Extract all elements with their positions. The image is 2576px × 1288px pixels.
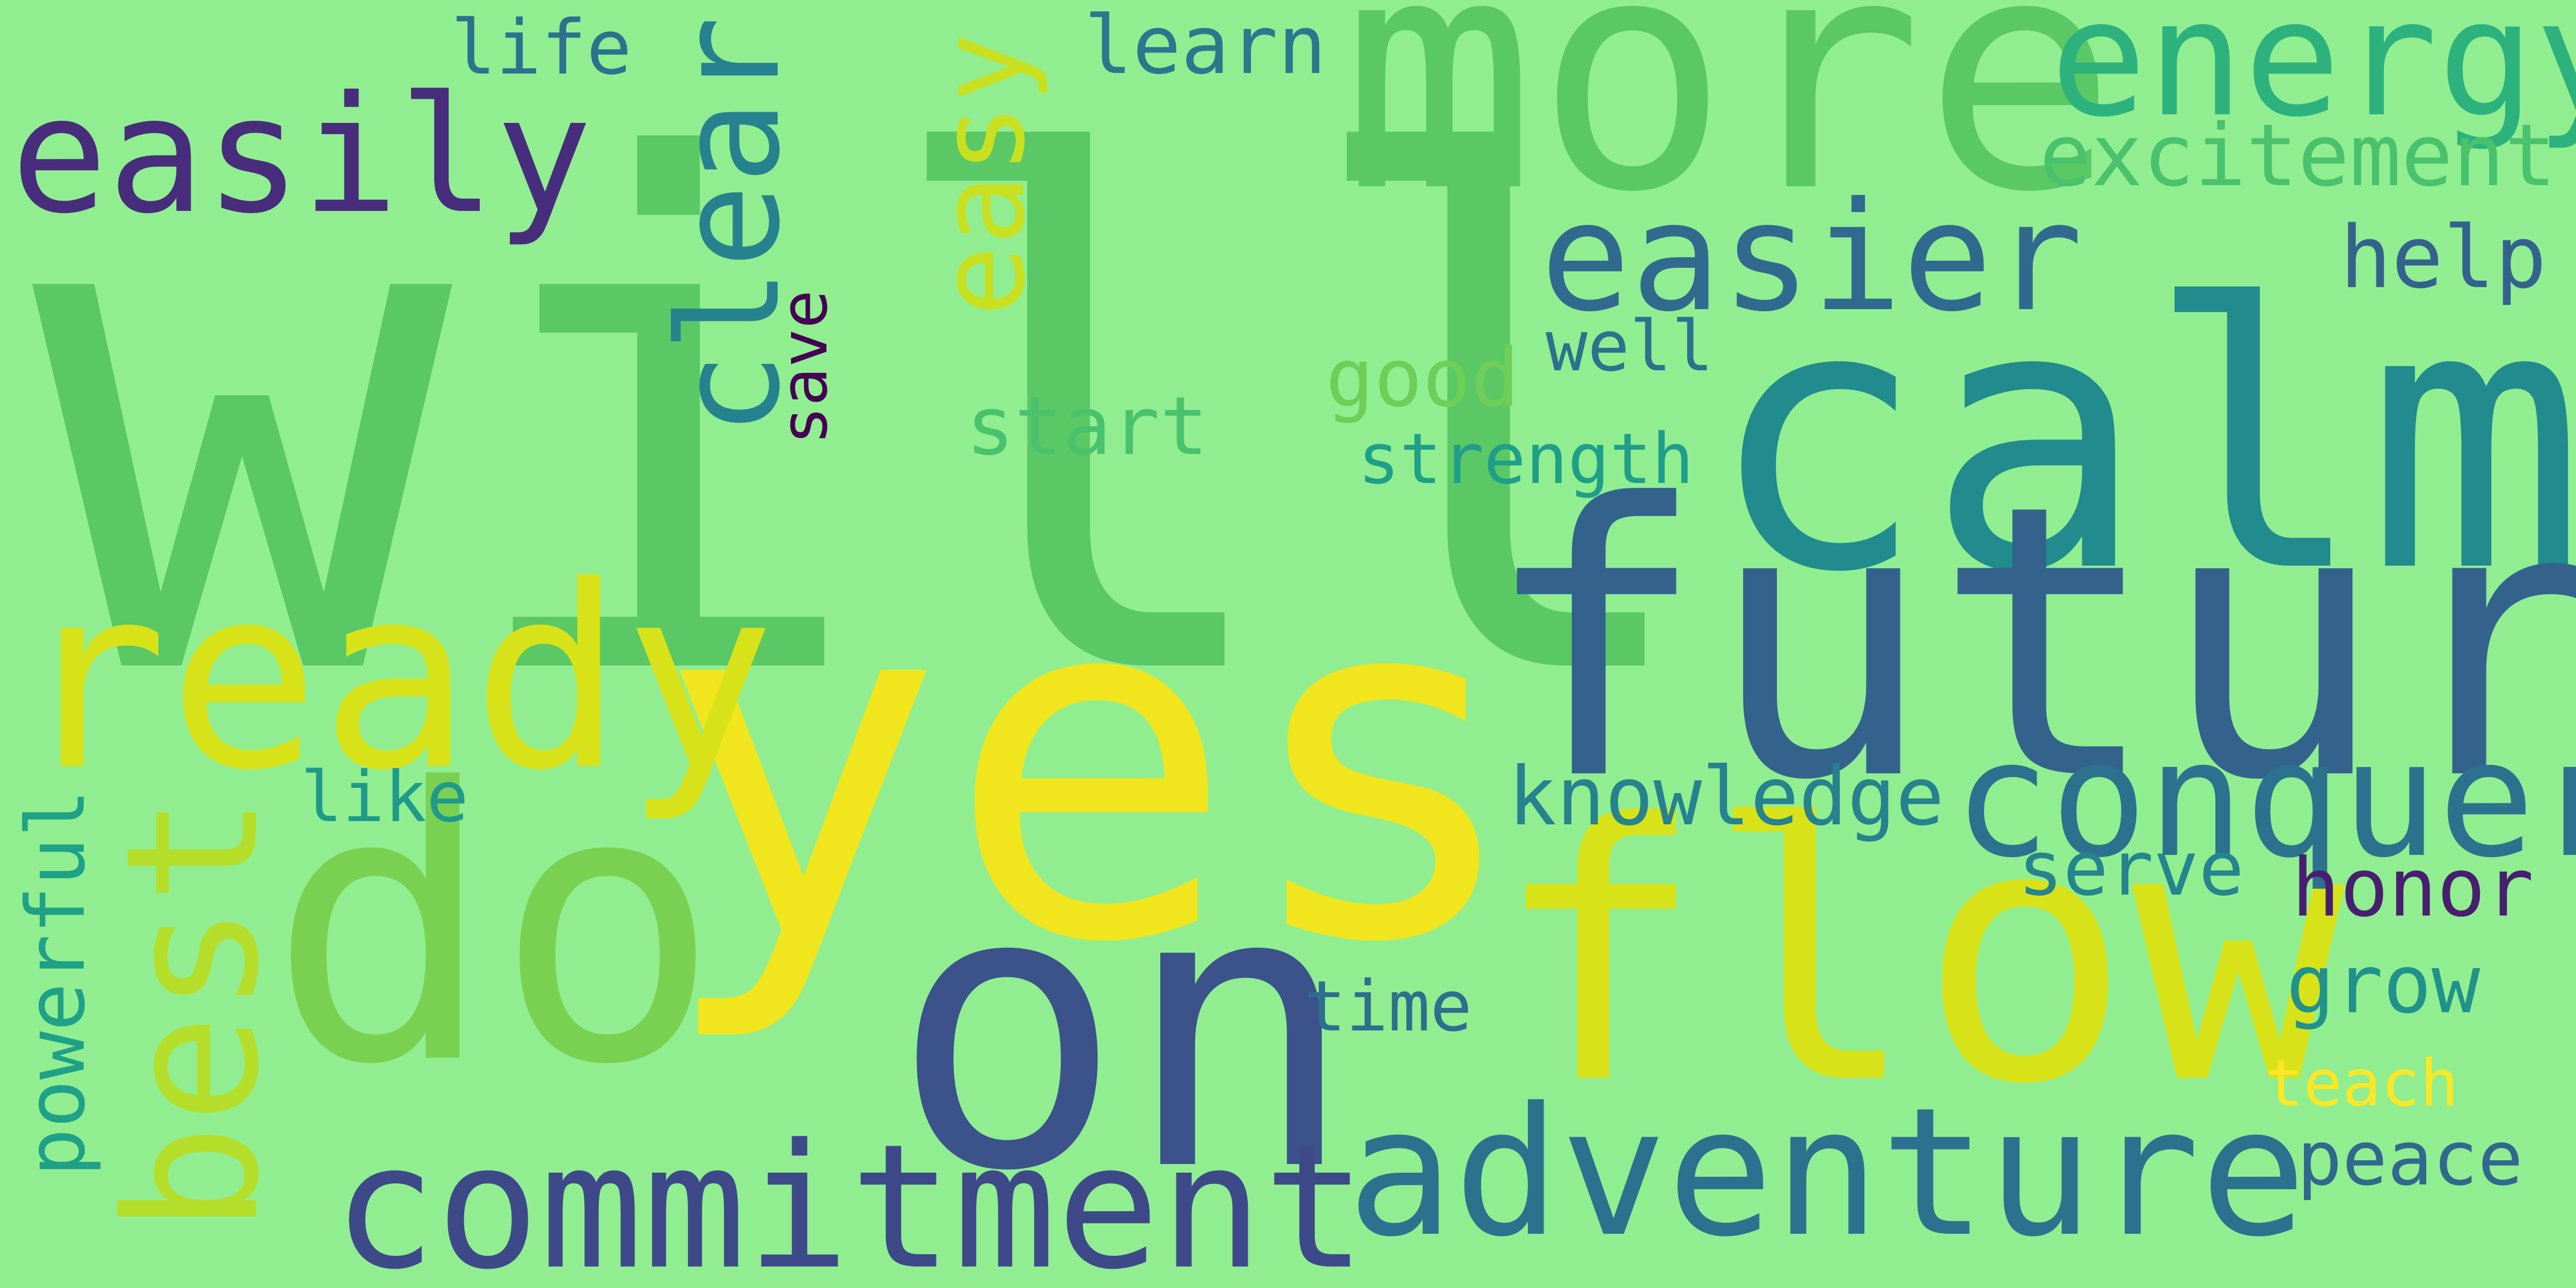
word-learn: learn xyxy=(1084,0,1327,92)
word-energy: energy xyxy=(2050,0,2576,152)
word-help: help xyxy=(2340,207,2547,308)
word-like: like xyxy=(301,756,469,838)
word-best: best xyxy=(87,794,299,1234)
word-time: time xyxy=(1304,965,1473,1047)
word-save: save xyxy=(767,290,842,445)
word-ready: ready xyxy=(16,532,775,825)
word-teach: teach xyxy=(2265,1046,2459,1121)
word-adventure: adventure xyxy=(1347,1070,2307,1276)
word-well: well xyxy=(1546,305,1714,387)
word-easily: easily xyxy=(11,62,592,249)
word-excitement: excitement xyxy=(2039,105,2557,206)
word-powerful: powerful xyxy=(10,789,103,1177)
word-good: good xyxy=(1326,332,1520,425)
word-grow: grow xyxy=(2286,938,2480,1031)
word-do: do xyxy=(268,709,721,1147)
word-start: start xyxy=(966,380,1209,473)
word-calm: calm xyxy=(1707,228,2576,652)
word-on: on xyxy=(891,806,1356,1255)
word-yes: yes xyxy=(655,486,1527,1048)
word-serve: serve xyxy=(2018,825,2244,913)
word-honor: honor xyxy=(2292,841,2534,935)
word-peace: peace xyxy=(2297,1115,2523,1203)
word-easier: easier xyxy=(1540,170,2083,345)
word-will: will xyxy=(32,18,1713,830)
word-life: life xyxy=(451,4,632,92)
word-conquer: conquer xyxy=(1953,706,2576,893)
word-strength: strength xyxy=(1358,418,1694,500)
word-commitment: commitment xyxy=(333,1108,1367,1288)
word-future: future xyxy=(1481,425,2576,862)
word-knowledge: knowledge xyxy=(1508,750,1944,844)
word-easy: easy xyxy=(913,32,1051,317)
word-flow: flow xyxy=(1492,749,2345,1161)
word-more: more xyxy=(1342,0,2117,262)
